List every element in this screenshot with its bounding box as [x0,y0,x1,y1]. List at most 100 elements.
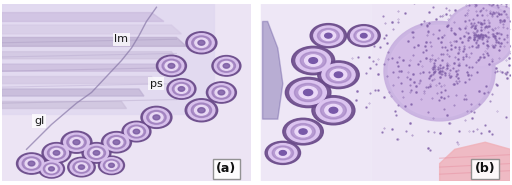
Ellipse shape [159,57,184,75]
Ellipse shape [287,121,319,142]
Ellipse shape [279,151,286,155]
Ellipse shape [141,106,172,128]
Ellipse shape [178,87,185,91]
Ellipse shape [70,159,93,175]
Ellipse shape [294,83,322,102]
Text: (a): (a) [216,162,237,175]
Ellipse shape [269,144,297,162]
Ellipse shape [103,159,120,171]
Ellipse shape [93,151,100,155]
Ellipse shape [325,33,332,38]
Ellipse shape [291,124,315,139]
Ellipse shape [175,85,187,93]
Ellipse shape [445,4,512,68]
Ellipse shape [310,24,347,48]
Ellipse shape [188,101,215,120]
Ellipse shape [198,108,205,113]
Ellipse shape [318,61,359,89]
Ellipse shape [73,140,80,145]
Ellipse shape [354,29,374,42]
Ellipse shape [447,6,512,65]
Ellipse shape [212,56,241,76]
Ellipse shape [28,161,35,166]
Ellipse shape [63,133,89,151]
Ellipse shape [384,21,495,121]
Ellipse shape [90,149,102,157]
Ellipse shape [360,33,367,38]
Ellipse shape [357,31,370,40]
Ellipse shape [78,165,84,169]
Ellipse shape [322,64,355,86]
Polygon shape [2,77,157,84]
Ellipse shape [110,138,123,147]
Ellipse shape [276,148,290,157]
Ellipse shape [130,127,143,136]
Ellipse shape [299,129,307,134]
Text: lm: lm [115,34,129,44]
Ellipse shape [283,118,323,145]
Ellipse shape [50,149,62,157]
Ellipse shape [347,25,380,47]
Ellipse shape [314,26,343,45]
Ellipse shape [150,113,163,122]
Ellipse shape [42,143,71,163]
Ellipse shape [101,132,132,153]
Polygon shape [2,101,126,108]
Ellipse shape [265,141,301,164]
Ellipse shape [195,38,208,47]
Ellipse shape [109,163,114,167]
Ellipse shape [312,96,355,125]
Ellipse shape [84,144,109,161]
Ellipse shape [38,160,65,178]
Ellipse shape [388,25,491,117]
Ellipse shape [173,83,190,95]
Ellipse shape [329,107,338,113]
Polygon shape [2,37,186,46]
Ellipse shape [48,147,66,159]
Ellipse shape [309,58,317,63]
Ellipse shape [167,79,196,99]
Ellipse shape [316,99,351,122]
Ellipse shape [144,108,169,127]
Ellipse shape [321,31,336,41]
Ellipse shape [325,105,342,116]
Ellipse shape [113,140,120,145]
Bar [258,4,371,181]
Ellipse shape [186,32,217,54]
Ellipse shape [198,40,205,45]
Ellipse shape [124,123,148,140]
Ellipse shape [157,55,186,77]
Ellipse shape [218,90,225,95]
Ellipse shape [188,34,214,52]
Ellipse shape [321,102,346,119]
Ellipse shape [133,129,140,134]
Ellipse shape [304,90,313,95]
Polygon shape [2,89,144,96]
Ellipse shape [22,157,41,170]
Polygon shape [2,25,181,34]
Ellipse shape [317,28,339,43]
Ellipse shape [300,52,326,69]
Ellipse shape [88,147,105,159]
Ellipse shape [76,163,88,171]
Ellipse shape [106,161,117,169]
Ellipse shape [153,115,160,120]
Ellipse shape [67,135,86,149]
Text: (b): (b) [475,162,496,175]
Ellipse shape [215,57,239,74]
Ellipse shape [122,121,151,142]
Ellipse shape [218,59,236,72]
Text: ps: ps [150,79,163,89]
Ellipse shape [223,63,230,68]
Polygon shape [2,13,164,21]
Ellipse shape [82,143,111,163]
Polygon shape [440,142,510,181]
Ellipse shape [168,63,175,68]
Ellipse shape [209,84,234,101]
Text: gl: gl [34,116,44,126]
Ellipse shape [195,105,208,115]
Ellipse shape [475,6,512,45]
Ellipse shape [70,138,83,147]
Ellipse shape [292,46,335,75]
Ellipse shape [46,165,57,173]
